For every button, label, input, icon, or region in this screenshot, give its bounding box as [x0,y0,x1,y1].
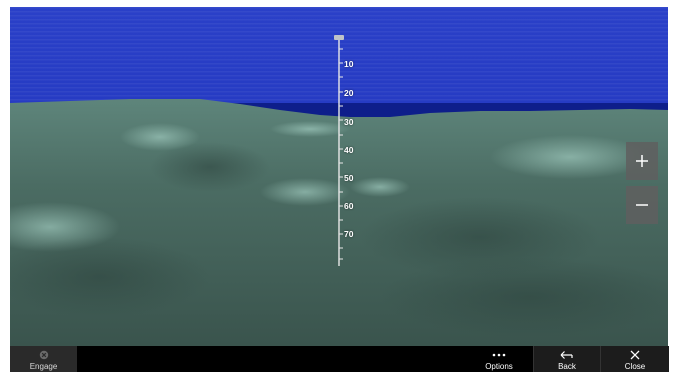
bottom-toolbar: Engage Options Back Close [10,346,669,372]
back-arrow-icon [560,348,574,362]
depth-label: 10 [344,59,354,69]
engage-label: Engage [29,362,58,371]
close-label: Close [624,362,646,371]
zoom-in-button[interactable] [626,142,658,180]
close-icon [630,348,640,362]
zoom-out-button[interactable] [626,186,658,224]
options-label: Options [485,362,513,371]
close-button[interactable]: Close [600,346,669,372]
options-button[interactable]: Options [465,346,533,372]
seabed-terrain [10,99,668,346]
3d-fishing-view[interactable]: 10 20 30 40 50 60 70 [10,7,668,346]
minus-icon [636,204,648,206]
depth-label: 30 [344,117,354,127]
depth-label: 50 [344,173,354,183]
engage-button[interactable]: Engage [10,346,77,372]
back-label: Back [558,362,576,371]
depth-label: 60 [344,201,354,211]
more-dots-icon [492,348,506,362]
depth-label: 20 [344,88,354,98]
depth-scale [334,35,344,266]
depth-label: 70 [344,229,354,239]
plus-icon [636,155,648,167]
back-button[interactable]: Back [533,346,600,372]
engage-icon [39,348,49,362]
depth-label: 40 [344,145,354,155]
